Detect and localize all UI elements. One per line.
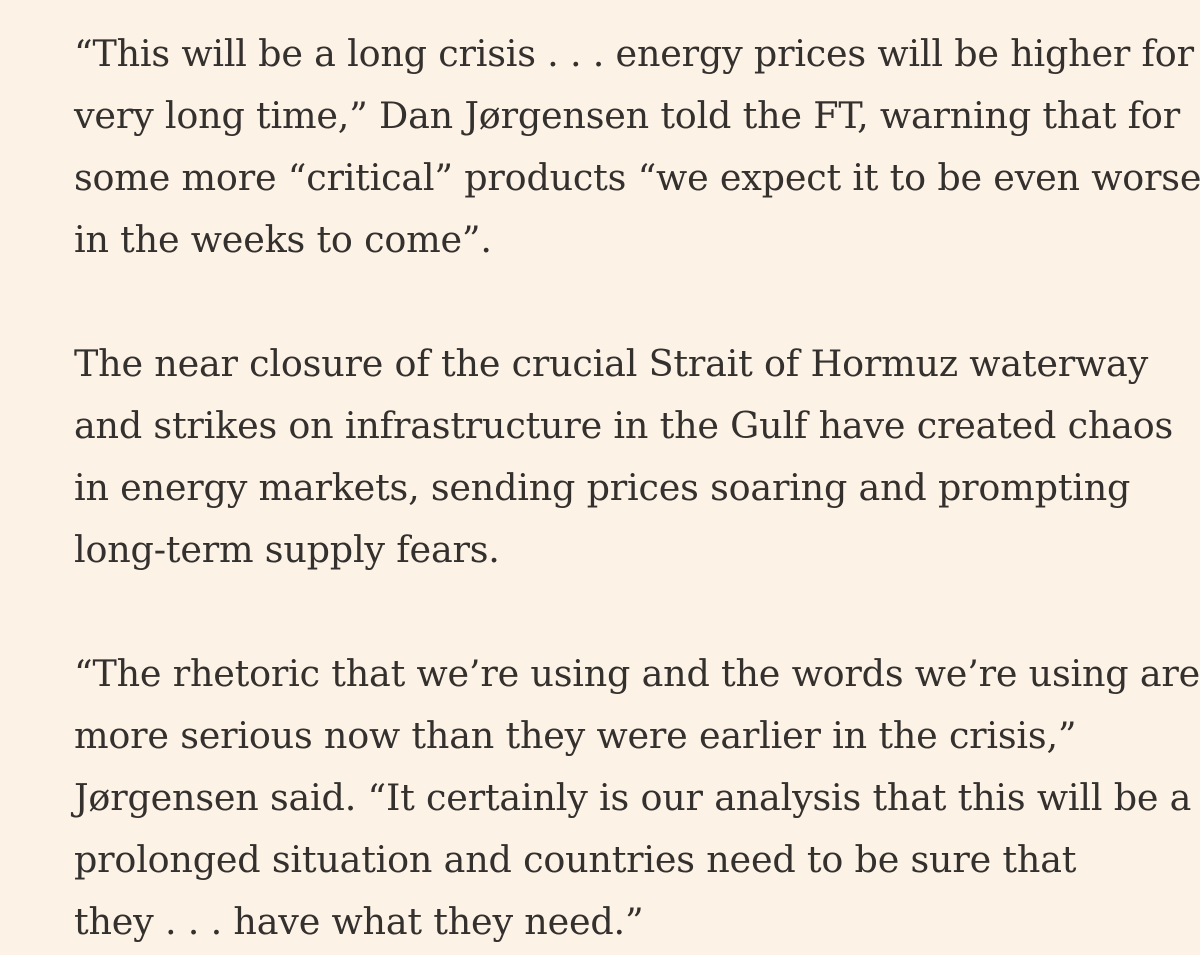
text-line: long-term supply fears. bbox=[74, 528, 500, 571]
article-body: “This will be a long crisis . . . energy… bbox=[74, 23, 1200, 953]
text-line: more serious now than they were earlier … bbox=[74, 714, 1077, 757]
text-line: “The rhetoric that we’re using and the w… bbox=[74, 652, 1200, 695]
text-line: prolonged situation and countries need t… bbox=[74, 838, 1077, 881]
text-line: in the weeks to come”. bbox=[74, 218, 492, 261]
text-line: The near closure of the crucial Strait o… bbox=[74, 342, 1149, 385]
text-line: in energy markets, sending prices soarin… bbox=[74, 466, 1131, 509]
text-line: some more “critical” products “we expect… bbox=[74, 156, 1200, 199]
text-line: they . . . have what they need.” bbox=[74, 900, 644, 943]
text-line: “This will be a long crisis . . . energy… bbox=[74, 32, 1200, 75]
text-line: very long time,” Dan Jørgensen told the … bbox=[74, 94, 1180, 137]
text-line: Jørgensen said. “It certainly is our ana… bbox=[74, 776, 1192, 819]
text-line: and strikes on infrastructure in the Gul… bbox=[74, 404, 1174, 447]
paragraph-1: “This will be a long crisis . . . energy… bbox=[74, 23, 1200, 271]
paragraph-3: “The rhetoric that we’re using and the w… bbox=[74, 643, 1200, 953]
paragraph-2: The near closure of the crucial Strait o… bbox=[74, 333, 1184, 581]
